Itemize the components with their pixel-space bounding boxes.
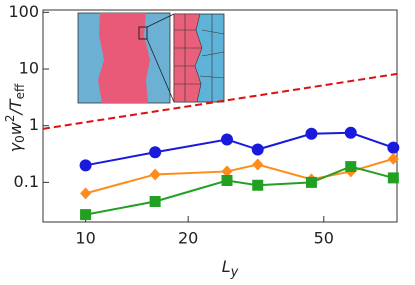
point [149,146,162,159]
point [252,158,264,171]
y-axis-label-part: eff [13,83,27,99]
x-axis-label-part: y [230,265,239,280]
y-tick-label: 1 [29,115,39,134]
point [80,187,92,200]
point [387,152,399,165]
y-axis-label-part: γ [6,141,25,152]
y-axis-label-part: 2 [3,114,17,122]
point [221,174,233,186]
y-axis-label-part: /T [6,98,25,116]
plot-frame [42,9,398,223]
point [252,179,264,191]
inset-cells [174,14,225,102]
inset-zoom-line [146,13,175,28]
series-line [85,131,394,167]
trend-line [42,72,398,130]
point [344,126,357,139]
y-tick-label: 0.1 [14,172,39,191]
inset-image [77,12,225,104]
point [149,195,161,207]
point [220,133,233,146]
y-tick-label: 10 [19,59,39,78]
x-tick-label: 20 [178,229,198,248]
point [79,159,92,172]
x-tick-label: 10 [75,229,95,248]
point [345,161,357,173]
inset-band [98,13,150,103]
x-tick-label: 50 [314,229,334,248]
point [305,127,318,140]
point [387,141,400,154]
point [80,209,92,221]
y-axis-label: γ0w2/Teff [3,83,27,152]
y-axis-label-part: 0 [13,135,27,143]
series-line [85,165,394,216]
y-tick-label: 100 [8,2,39,21]
point [221,165,233,178]
point [149,168,161,181]
point [251,143,264,156]
inset-zoom-line [146,38,175,103]
point [305,176,317,188]
inset-zoom-box [138,26,148,40]
y-axis-label-part: w [6,121,25,135]
x-axis-label: Ly [222,257,239,280]
x-axis-label-part: L [222,257,231,276]
point [387,172,399,184]
